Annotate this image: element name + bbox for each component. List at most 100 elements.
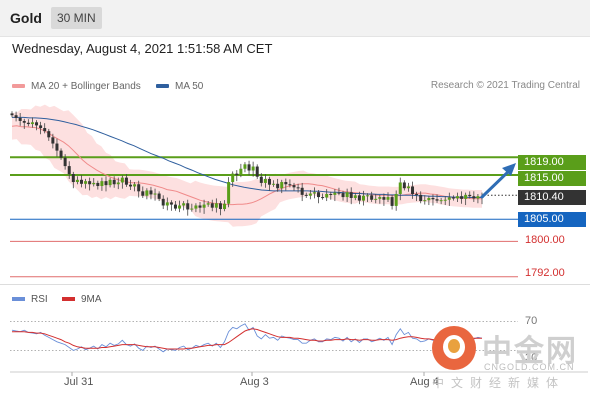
candle xyxy=(108,177,112,188)
candle xyxy=(202,199,206,214)
candle xyxy=(288,179,292,188)
candle-body xyxy=(22,120,26,123)
candle-body xyxy=(43,128,47,132)
level-tag-1815: 1815.00 xyxy=(518,171,586,186)
candle xyxy=(300,182,304,202)
candle-body xyxy=(112,179,116,185)
x-tick-aug4: Aug 4 xyxy=(410,376,439,388)
bollinger-band-area xyxy=(12,104,482,227)
candle xyxy=(26,119,30,127)
candle-body xyxy=(284,182,288,185)
legend-ma50: MA 50 xyxy=(156,80,203,94)
candle-body xyxy=(272,183,276,185)
candle-body xyxy=(218,203,222,210)
candle xyxy=(145,188,149,200)
candle xyxy=(133,182,137,192)
bollinger-swatch-icon xyxy=(12,84,25,89)
legend-rsi-ma: 9MA xyxy=(62,293,102,307)
candle xyxy=(186,199,190,216)
projection-arrow-head-icon xyxy=(502,163,516,176)
research-credit: Research © 2021 Trading Central xyxy=(430,80,580,91)
candle-body xyxy=(243,164,247,169)
chart-datetime: Wednesday, August 4, 2021 1:51:58 AM CET xyxy=(12,41,273,56)
candle xyxy=(169,200,173,211)
candle-body xyxy=(210,203,214,208)
candle xyxy=(255,164,259,179)
candle xyxy=(464,192,468,206)
candle-body xyxy=(55,143,59,151)
candle xyxy=(386,192,390,202)
candle-body xyxy=(182,203,186,206)
candle xyxy=(79,174,83,188)
candle xyxy=(398,177,402,201)
rsi-ma-swatch-icon xyxy=(62,297,75,302)
candles-layer xyxy=(10,111,484,216)
candle-body xyxy=(194,205,198,209)
candle-body xyxy=(370,195,374,200)
candle xyxy=(312,187,316,199)
candle-body xyxy=(71,174,75,183)
candle xyxy=(14,111,18,122)
candle xyxy=(333,189,337,202)
candle xyxy=(472,191,476,202)
candle xyxy=(251,161,255,177)
candle xyxy=(235,170,239,182)
candle xyxy=(361,190,365,206)
candle xyxy=(239,163,243,178)
candle-body xyxy=(18,117,22,121)
candle xyxy=(476,193,480,204)
candle xyxy=(374,193,378,204)
candle-body xyxy=(357,195,361,201)
candle-body xyxy=(296,187,300,189)
candle-body xyxy=(476,196,480,199)
candle-body xyxy=(455,196,459,199)
candle-body xyxy=(239,168,243,175)
candle-body xyxy=(447,197,451,200)
instrument-title: Gold xyxy=(10,10,42,26)
candle xyxy=(272,180,276,187)
candle xyxy=(423,195,427,205)
candle-body xyxy=(47,131,51,138)
candle-body xyxy=(402,182,406,189)
candle-body xyxy=(79,179,83,184)
candle-body xyxy=(92,182,96,185)
candle xyxy=(247,160,251,176)
candle xyxy=(84,178,88,189)
candle xyxy=(161,195,165,210)
candle xyxy=(88,177,92,191)
candle-body xyxy=(141,191,145,196)
candle xyxy=(210,199,214,212)
candle-body xyxy=(382,197,386,200)
candle xyxy=(296,183,300,193)
candle xyxy=(141,186,145,198)
watermark-url: CNGOLD.COM.CN xyxy=(484,362,575,372)
rsi-level-70: 70 xyxy=(525,315,538,327)
candle xyxy=(116,177,120,190)
candle-body xyxy=(84,181,88,184)
candle xyxy=(55,138,59,157)
candle-body xyxy=(398,182,402,194)
candle-body xyxy=(366,195,370,197)
candle xyxy=(439,197,443,205)
candle-body xyxy=(443,199,447,201)
candle-body xyxy=(304,194,308,196)
candle xyxy=(308,189,312,200)
candle-body xyxy=(63,157,67,167)
candle-body xyxy=(345,192,349,198)
candle xyxy=(30,117,34,128)
candle xyxy=(214,198,218,213)
candle-body xyxy=(337,192,341,194)
candle-body xyxy=(88,181,92,185)
candle xyxy=(382,193,386,206)
candle xyxy=(243,162,247,173)
timeframe-badge[interactable]: 30 MIN xyxy=(51,7,102,29)
candle-body xyxy=(145,190,149,196)
candle xyxy=(460,191,464,204)
candle xyxy=(129,179,133,190)
candle xyxy=(366,193,370,202)
candle xyxy=(304,192,308,198)
candle xyxy=(329,191,333,200)
candle-body xyxy=(312,192,316,194)
candle xyxy=(402,180,406,191)
rsi-level-30: 30 xyxy=(525,352,538,364)
